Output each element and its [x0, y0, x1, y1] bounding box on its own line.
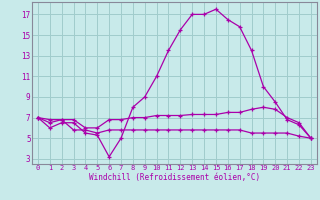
X-axis label: Windchill (Refroidissement éolien,°C): Windchill (Refroidissement éolien,°C)	[89, 173, 260, 182]
